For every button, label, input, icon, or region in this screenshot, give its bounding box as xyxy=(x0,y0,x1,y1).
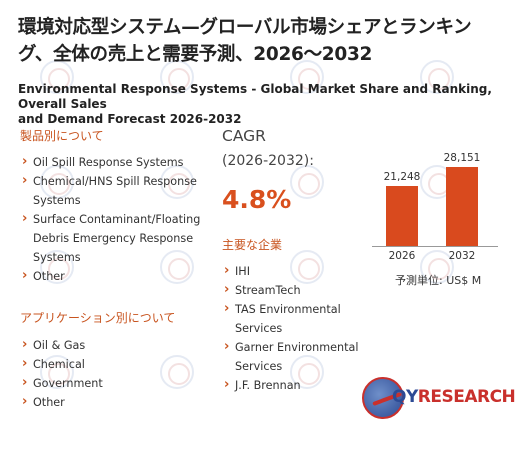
page-title-line1: 環境対応型システム—グローバル市場シェアとランキン xyxy=(18,17,472,38)
page-subtitle: Environmental Response Systems - Global … xyxy=(18,82,518,127)
product-list: Oil Spill Response Systems Chemical/HNS … xyxy=(22,152,202,286)
list-item: Garner Environmental Services xyxy=(224,337,359,376)
list-item: Chemical xyxy=(22,354,202,374)
companies-list: IHI StreamTech TAS Environmental Service… xyxy=(224,261,359,395)
cagr-value: 4.8% xyxy=(222,185,292,214)
forecast-bar-chart: 21,248 2026 28,151 2032 xyxy=(330,150,520,290)
x-tick-label: 2026 xyxy=(388,250,416,262)
page-subtitle-line1: Environmental Response Systems - Global … xyxy=(18,82,492,111)
application-list: Oil & Gas Chemical Government Other xyxy=(22,335,202,412)
bar-2026 xyxy=(386,186,418,246)
list-item: Chemical/HNS Spill Response Systems xyxy=(22,171,202,210)
cagr-period: (2026-2032): xyxy=(222,153,314,169)
bar-value-label: 28,151 xyxy=(443,152,481,164)
chart-unit-label: 予測単位: US$ M xyxy=(395,274,482,287)
page-title: 環境対応型システム—グローバル市場シェアとランキン グ、全体の売上と需要予測、2… xyxy=(18,14,513,68)
bar-value-label: 21,248 xyxy=(383,171,421,183)
list-item: StreamTech xyxy=(224,280,359,300)
logo-text: QYRESEARCH xyxy=(392,387,516,407)
cagr-label: CAGR xyxy=(222,127,266,145)
watermark-logo-icon xyxy=(160,60,194,94)
list-item: TAS Environmental Services xyxy=(224,299,359,338)
watermark-logo-icon xyxy=(290,165,324,199)
page-title-line2: グ、全体の売上と需要予測、2026～2032 xyxy=(18,44,373,65)
x-tick-label: 2032 xyxy=(448,250,476,262)
watermark-logo-icon xyxy=(40,60,74,94)
logo-text-secondary: RESEARCH xyxy=(417,387,516,407)
watermark-logo-icon xyxy=(290,60,324,94)
list-item: Other xyxy=(22,392,202,412)
application-section-heading: アプリケーション別について xyxy=(20,311,176,325)
list-item: Oil & Gas xyxy=(22,335,202,355)
product-section-heading: 製品別について xyxy=(20,129,104,143)
globe-icon xyxy=(362,377,404,419)
qyresearch-logo: QYRESEARCH xyxy=(362,377,516,421)
list-item: IHI xyxy=(224,261,359,281)
watermark-logo-icon xyxy=(420,60,454,94)
list-item: Government xyxy=(22,373,202,393)
watermark-logo-icon xyxy=(420,250,454,284)
list-item: J.F. Brennan xyxy=(224,375,359,395)
companies-section-heading: 主要な企業 xyxy=(222,238,283,252)
list-item: Surface Contaminant/Floating Debris Emer… xyxy=(22,209,202,267)
x-axis-line xyxy=(372,246,498,247)
list-item: Oil Spill Response Systems xyxy=(22,152,202,172)
page-subtitle-line2: and Demand Forecast 2026-2032 xyxy=(18,112,242,126)
list-item: Other xyxy=(22,266,202,286)
logo-text-primary: QY xyxy=(392,387,418,407)
bar-2032 xyxy=(446,167,478,246)
